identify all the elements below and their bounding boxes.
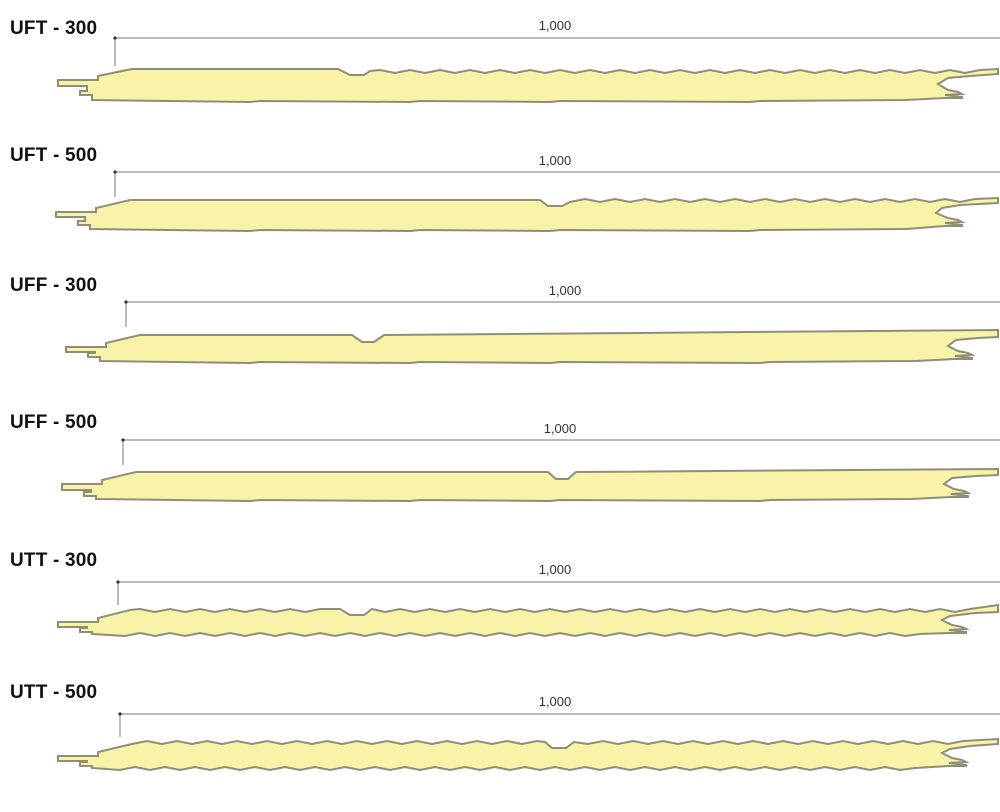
panel-profile-drawing: 1,000 xyxy=(57,18,1000,104)
panel-profile-drawing: 1,000 xyxy=(61,421,1000,503)
dimension-label: 1,000 xyxy=(539,562,572,577)
panel-row-utt-300: UTT - 300 1,000 xyxy=(0,550,1000,680)
dimension-origin-dot xyxy=(116,580,120,584)
panel-title: UFT - 500 xyxy=(10,145,98,166)
panel-profile-sheet: UFT - 300 1,000 UFT - 500 1,000 UFF - 30… xyxy=(0,18,1000,772)
panel-row-uff-300: UFF - 300 1,000 xyxy=(0,275,1000,405)
panel-profile-drawing: 1,000 xyxy=(65,283,1000,365)
panel-title: UTT - 300 xyxy=(10,550,98,571)
panel-profile-drawing: 1,000 xyxy=(57,694,1000,772)
panel-title: UFT - 300 xyxy=(10,18,98,39)
dimension-origin-dot xyxy=(113,36,117,40)
panel-profile xyxy=(65,328,999,365)
panel-profile xyxy=(57,737,999,772)
panel-title: UFF - 500 xyxy=(10,412,98,433)
panel-profile xyxy=(61,467,999,503)
dimension-label: 1,000 xyxy=(544,421,577,436)
dimension-label: 1,000 xyxy=(539,153,572,168)
panel-profile-drawing: 1,000 xyxy=(57,562,1000,638)
panel-row-utt-500: UTT - 500 1,000 xyxy=(0,682,1000,812)
panel-row-uft-300: UFT - 300 1,000 xyxy=(0,18,1000,148)
dimension-origin-dot xyxy=(121,438,125,442)
panel-title: UFF - 300 xyxy=(10,275,98,296)
dimension-origin-dot xyxy=(113,170,117,174)
dimension-label: 1,000 xyxy=(539,694,572,709)
panel-row-uff-500: UFF - 500 1,000 xyxy=(0,412,1000,542)
dimension-label: 1,000 xyxy=(539,18,572,33)
panel-profile xyxy=(57,603,999,638)
panel-profile xyxy=(55,196,999,233)
panel-row-uft-500: UFT - 500 1,000 xyxy=(0,145,1000,275)
panel-profile xyxy=(57,67,999,104)
panel-profile-drawing: 1,000 xyxy=(55,153,1000,233)
dimension-origin-dot xyxy=(118,712,122,716)
panel-title: UTT - 500 xyxy=(10,682,98,703)
dimension-label: 1,000 xyxy=(549,283,582,298)
dimension-origin-dot xyxy=(124,300,128,304)
